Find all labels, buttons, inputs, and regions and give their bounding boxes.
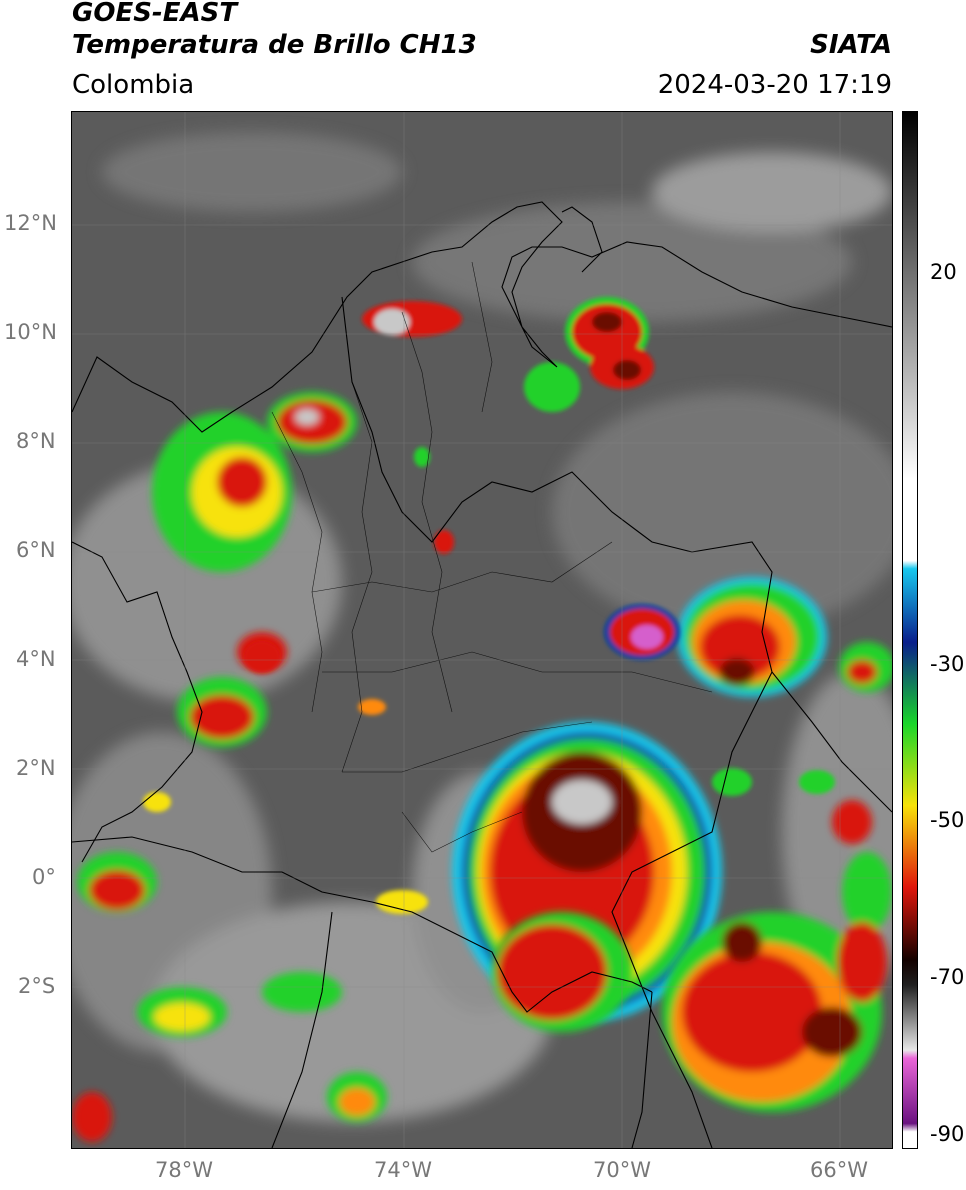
lon-label-78W: 78°W xyxy=(155,1158,213,1182)
lat-label-6N: 6°N xyxy=(16,538,56,562)
lon-label-70W: 70°W xyxy=(593,1158,651,1182)
region-label: Colombia xyxy=(72,70,195,100)
lat-label-8N: 8°N xyxy=(16,429,56,453)
colorbar-label-minus90: -90 xyxy=(930,1122,965,1146)
datetime-label: 2024-03-20 17:19 xyxy=(657,70,892,100)
lat-label-4N: 4°N xyxy=(16,647,56,671)
lon-label-66W: 66°W xyxy=(810,1158,868,1182)
satellite-map xyxy=(71,111,893,1149)
lat-label-2N: 2°N xyxy=(16,756,56,780)
source-label: SIATA xyxy=(810,30,892,60)
temperature-colorbar xyxy=(902,111,918,1149)
convective-cells xyxy=(72,297,892,1142)
department-lines xyxy=(271,261,713,853)
colorbar-label-minus70: -70 xyxy=(930,965,965,989)
colorbar-label-20: 20 xyxy=(930,260,957,284)
lat-label-10N: 10°N xyxy=(4,320,57,344)
gridlines xyxy=(72,112,892,1148)
colorbar-label-minus30: -30 xyxy=(930,652,965,676)
product-title: Temperatura de Brillo CH13 xyxy=(72,30,477,60)
colorbar-label-minus50: -50 xyxy=(930,808,965,832)
lat-label-2S: 2°S xyxy=(18,974,56,998)
lon-label-74W: 74°W xyxy=(374,1158,432,1182)
lat-label-0: 0° xyxy=(32,865,56,889)
satellite-title: GOES-EAST xyxy=(72,0,238,28)
coastlines-borders xyxy=(72,201,892,1148)
lat-label-12N: 12°N xyxy=(4,211,57,235)
